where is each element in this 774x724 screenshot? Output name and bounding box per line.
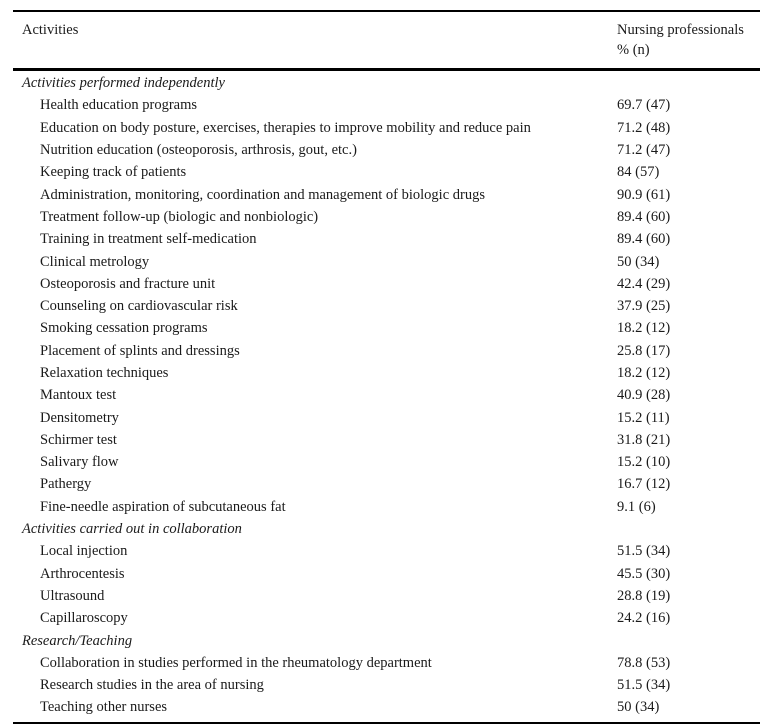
activity-label: Capillaroscopy [40, 610, 128, 627]
table-row: Nutrition education (osteoporosis, arthr… [13, 139, 760, 161]
activity-value: 50 (34) [617, 253, 660, 270]
table-row: Fine-needle aspiration of subcutaneous f… [13, 496, 760, 518]
table-row: Treatment follow-up (biologic and nonbio… [13, 206, 760, 228]
table-row: Capillaroscopy 24.2 (16) [13, 608, 760, 630]
header-nursing-professionals: Nursing professionals % (n) [617, 20, 760, 60]
table-row: Administration, monitoring, coordination… [13, 184, 760, 206]
table-row: Training in treatment self-medication 89.… [13, 229, 760, 251]
header-percent-n-line2: % (n) [617, 41, 650, 58]
activity-value: 18.2 (12) [617, 365, 671, 381]
activity-label: Arthrocentesis [40, 565, 125, 582]
activity-value: 42.4 (29) [617, 275, 671, 292]
activity-value: 28.8 (19) [617, 587, 671, 604]
table-row: Placement of splints and dressings 25.8 (… [13, 340, 760, 362]
table-row: Clinical metrology 50 (34) [13, 251, 760, 273]
activity-value: 40.9 (28) [617, 387, 671, 404]
activity-value: 18.2 (12) [617, 320, 671, 337]
activity-label: Osteoporosis and fracture unit [40, 275, 216, 292]
activity-value: 71.2 (48) [617, 119, 671, 136]
activity-value: 51.5 (34) [617, 677, 671, 694]
table-row: Ultrasound 28.8 (19) [13, 585, 760, 607]
table-row: Counseling on cardiovascular risk 37.9 (2… [13, 295, 760, 317]
activity-label: Mantoux test [40, 387, 117, 404]
table-row: Arthrocentesis 45.5 (30) [13, 563, 760, 585]
activity-label: Pathergy [40, 476, 92, 493]
table-row: Collaboration in studies performed in th… [13, 652, 760, 674]
activity-label: Salivary flow [40, 454, 119, 471]
activity-label: Ultrasound [40, 587, 105, 604]
table-header-row: Activities Nursing professionals % (n) [13, 12, 760, 68]
activity-value: 90.9 (61) [617, 186, 671, 203]
activity-label: Teaching other nurses [40, 699, 168, 716]
table-top-rule [13, 10, 760, 12]
table-row: Research studies in the area of nursing 5… [13, 675, 760, 697]
activity-label: Keeping track of patients [40, 164, 187, 181]
table-row: Education on body posture, exercises, th… [13, 117, 760, 139]
header-activities: Activities [22, 21, 79, 38]
table-row: Local injection 51.5 (34) [13, 541, 760, 563]
activity-value: 16.7 (12) [617, 476, 671, 493]
activity-label: Education on body posture, exercises, th… [40, 119, 531, 136]
activity-label: Fine-needle aspiration of subcutaneous f… [40, 498, 286, 515]
activity-value: 37.9 (25) [617, 298, 671, 315]
table-body: Activities performed independently Health… [13, 71, 760, 723]
header-nursing-professionals-line1: Nursing professionals [617, 21, 744, 38]
table-row: Health education programs 69.7 (47) [13, 95, 760, 117]
activity-label: Counseling on cardiovascular risk [40, 298, 238, 315]
activity-value: 50 (34) [617, 699, 660, 716]
activity-label: Relaxation techniques [40, 365, 169, 381]
activities-table: Activities Nursing professionals % (n) A… [13, 10, 760, 724]
table-row: Teaching other nurses 50 (34) [13, 697, 760, 719]
activity-label: Clinical metrology [40, 253, 150, 270]
activity-value: 84 (57) [617, 164, 660, 181]
table-row: Schirmer test 31.8 (21) [13, 429, 760, 451]
activity-value: 25.8 (17) [617, 342, 671, 359]
activity-label: Collaboration in studies performed in th… [40, 654, 432, 671]
activity-value: 69.7 (47) [617, 97, 671, 114]
activity-value: 15.2 (10) [617, 454, 671, 471]
activity-label: Densitometry [40, 409, 119, 426]
activity-value: 31.8 (21) [617, 431, 671, 448]
activity-label: Schirmer test [40, 431, 117, 448]
activity-label: Research studies in the area of nursing [40, 677, 264, 694]
activity-value: 9.1 (6) [617, 498, 656, 515]
activity-value: 89.4 (60) [617, 208, 671, 225]
activity-value: 45.5 (30) [617, 565, 671, 582]
activity-label: Treatment follow-up (biologic and nonbio… [40, 208, 319, 225]
activity-label: Training in treatment self-medication [40, 231, 257, 248]
activity-label: Placement of splints and dressings [40, 342, 240, 359]
table-row: Pathergy 16.7 (12) [13, 474, 760, 496]
table-header-rule [13, 67, 760, 71]
section-title: Research/Teaching [22, 632, 133, 649]
activity-label: Smoking cessation programs [40, 320, 208, 337]
table-row: Smoking cessation programs 18.2 (12) [13, 318, 760, 340]
activity-value: 89.4 (60) [617, 231, 671, 248]
activity-value: 24.2 (16) [617, 610, 671, 627]
activity-value: 15.2 (11) [617, 409, 670, 426]
table-row: Osteoporosis and fracture unit 42.4 (29) [13, 273, 760, 295]
table-row: Relaxation techniques 18.2 (12) [13, 362, 760, 384]
activity-label: Nutrition education (osteoporosis, arthr… [40, 142, 357, 159]
table-row: Densitometry 15.2 (11) [13, 407, 760, 429]
activity-label: Health education programs [40, 97, 198, 114]
section-title: Activities carried out in collaboration [22, 521, 242, 538]
table-row: Mantoux test 40.9 (28) [13, 385, 760, 407]
activity-label: Local injection [40, 543, 128, 560]
table-row: Salivary flow 15.2 (10) [13, 452, 760, 474]
activity-label: Administration, monitoring, coordination… [40, 186, 485, 203]
table-row: Keeping track of patients 84 (57) [13, 162, 760, 184]
section-title: Activities performed independently [22, 75, 225, 92]
activity-value: 78.8 (53) [617, 654, 671, 671]
activity-value: 71.2 (47) [617, 142, 671, 159]
activity-value: 51.5 (34) [617, 543, 671, 560]
